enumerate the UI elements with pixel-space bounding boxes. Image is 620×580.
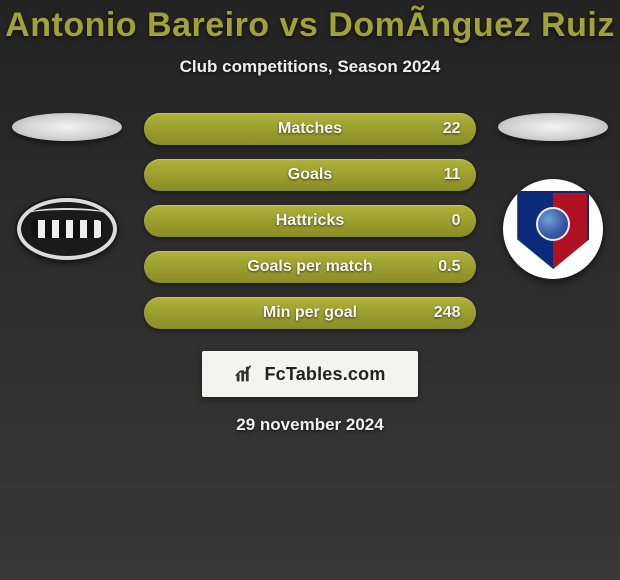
player-silhouette-right [498, 113, 608, 141]
stat-right-value: 22 [443, 120, 461, 138]
left-club-badge [17, 179, 117, 279]
cerro-badge-icon [503, 179, 603, 279]
stat-right-value: 0.5 [438, 258, 460, 276]
stat-right-value: 248 [434, 304, 461, 322]
stat-right-value: 0 [452, 212, 461, 230]
stat-label: Goals per match [247, 258, 372, 276]
page-title: Antonio Bareiro vs DomÃ­nguez Ruiz [0, 0, 620, 45]
left-column [8, 113, 126, 279]
stat-label: Matches [278, 120, 342, 138]
stat-label: Hattricks [276, 212, 344, 230]
date-line: 29 november 2024 [0, 415, 620, 435]
right-club-badge [503, 179, 603, 279]
subtitle: Club competitions, Season 2024 [0, 57, 620, 77]
stat-row-gpm: Goals per match 0.5 [144, 251, 477, 283]
cerro-shield-icon [517, 191, 589, 269]
stat-label: Min per goal [263, 304, 357, 322]
player-silhouette-left [12, 113, 122, 141]
brand-box: FcTables.com [202, 351, 418, 397]
stat-right-value: 11 [444, 166, 461, 184]
comparison-panel: Matches 22 Goals 11 Hattricks 0 Goals pe… [0, 113, 620, 329]
stat-row-goals: Goals 11 [144, 159, 477, 191]
bar-chart-icon [234, 363, 256, 385]
stat-row-mpg: Min per goal 248 [144, 297, 477, 329]
stat-bars: Matches 22 Goals 11 Hattricks 0 Goals pe… [144, 113, 477, 329]
stat-label: Goals [288, 166, 332, 184]
brand-text: FcTables.com [264, 364, 385, 385]
stat-row-matches: Matches 22 [144, 113, 477, 145]
stat-row-hattricks: Hattricks 0 [144, 205, 477, 237]
right-column [494, 113, 612, 279]
libertad-badge-icon [17, 198, 117, 260]
